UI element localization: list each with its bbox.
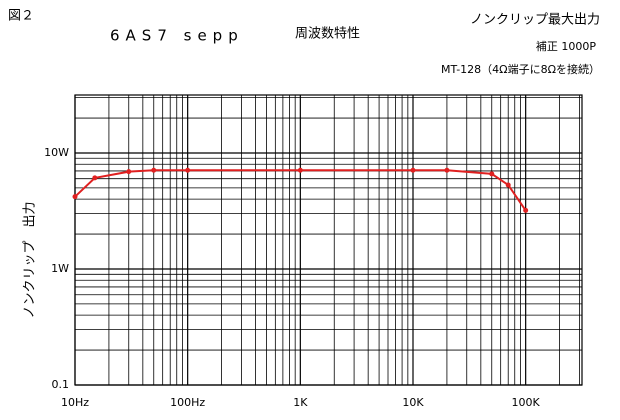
- y-axis-label: ノンクリップ 出力: [23, 201, 38, 318]
- data-point: [523, 207, 529, 213]
- data-point: [505, 182, 511, 188]
- x-tick-label: 10Hz: [61, 396, 89, 409]
- data-point: [126, 169, 132, 175]
- data-point: [444, 167, 450, 173]
- annotation: ノンクリップ最大出力: [470, 13, 600, 28]
- y-tick-label: 10W: [44, 146, 69, 159]
- plot-frame: [74, 94, 583, 386]
- annotation: MT-128（4Ω端子に8Ωを接続）: [441, 62, 600, 76]
- data-point: [185, 167, 191, 173]
- data-point: [410, 167, 416, 173]
- x-tick-label: 10K: [402, 396, 424, 409]
- data-point: [151, 167, 157, 173]
- x-tick-label: 100Hz: [170, 396, 205, 409]
- data-point: [297, 167, 303, 173]
- data-point: [92, 175, 98, 181]
- annotation: 補正 1000P: [536, 40, 596, 53]
- chart-title: 6AS7 sepp: [110, 27, 244, 45]
- x-tick-label: 100K: [512, 396, 541, 409]
- data-point: [72, 194, 78, 200]
- chart-subtitle: 周波数特性: [295, 27, 360, 42]
- figure-label: 図２: [8, 9, 34, 24]
- y-tick-label: 0.1: [52, 378, 70, 391]
- x-tick-label: 1K: [293, 396, 308, 409]
- y-tick-label: 1W: [51, 262, 69, 275]
- data-point: [489, 171, 495, 177]
